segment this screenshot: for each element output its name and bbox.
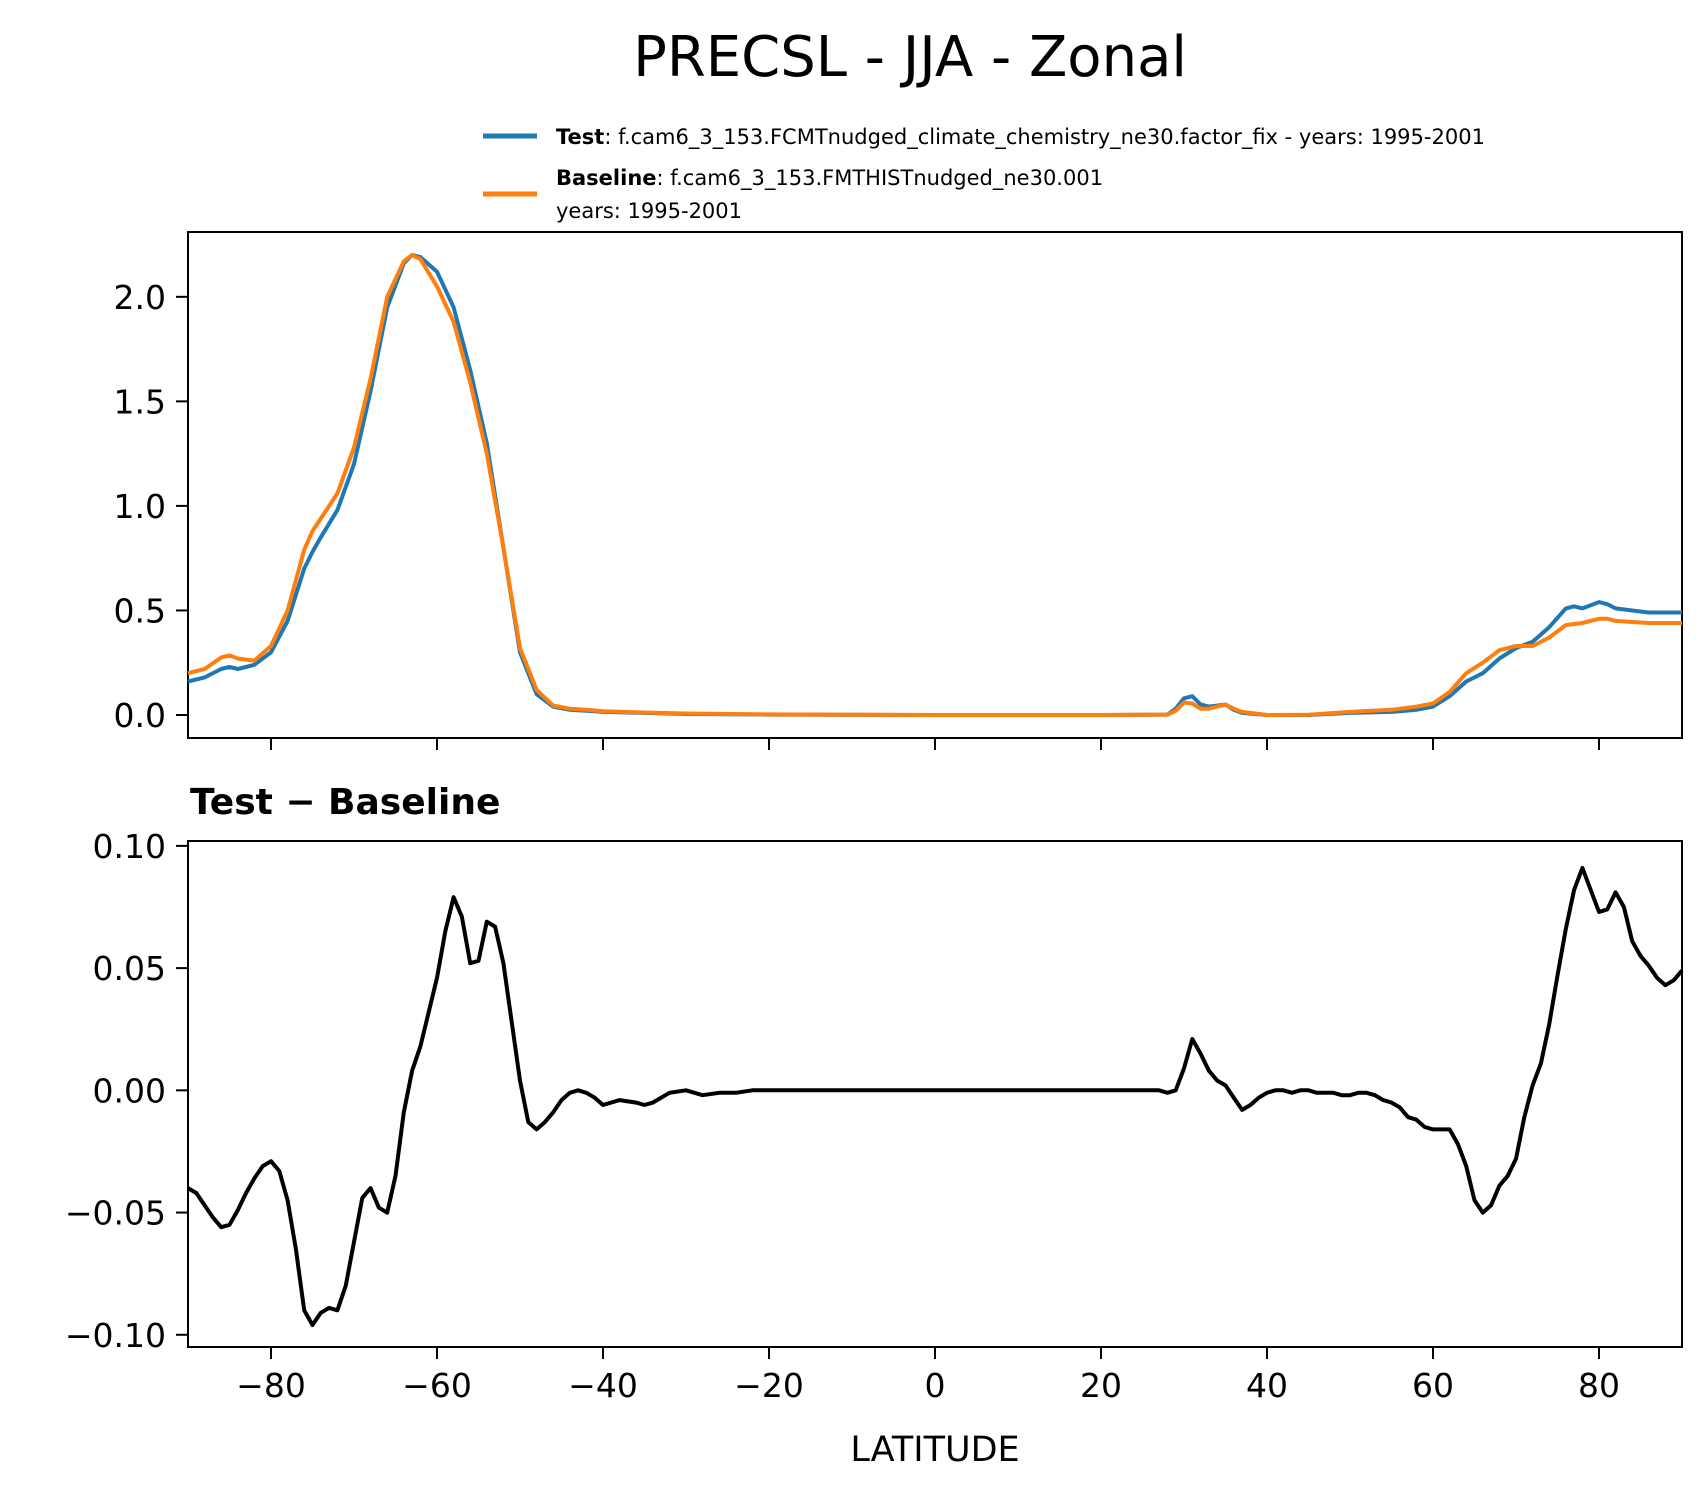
difference-panel: −80 −60 −40 −20 0 20 40 60 80 −0.10 −0.05 0.00 0.05 0… [65,827,1684,1405]
difference-panel-x-tick-label: 80 [1578,1366,1620,1405]
difference-panel-x-tick-label: −60 [402,1366,472,1405]
difference-panel-series-test-baseline-line [186,865,1684,1327]
top-panel-y-tick-label: 2.0 [114,278,166,317]
top-panel-series-baseline-line [187,253,1682,717]
legend-baseline-entry: Baseline: f.cam6_3_153.FMTHISTnudged_ne3… [556,166,1103,191]
legend-test-label: Test [556,125,604,149]
figure-title: PRECSL - JJA - Zonal [633,25,1187,90]
legend-test-description: : f.cam6_3_153.FCMTnudged_climate_chemis… [604,125,1485,150]
difference-panel-x-tick-label: −80 [236,1366,306,1405]
legend-baseline-label: Baseline [556,166,657,190]
difference-panel-series [186,865,1684,1327]
top-panel-series [187,253,1682,717]
difference-panel-y-tick-label: −0.10 [65,1316,166,1355]
difference-panel-y-tick-label: 0.05 [93,949,166,988]
legend: Test: f.cam6_3_153.FCMTnudged_climate_ch… [483,125,1485,223]
difference-panel-x-tick-label: −40 [568,1366,638,1405]
difference-panel-x-tick-label: 0 [925,1366,946,1405]
x-axis-label: LATITUDE [850,1430,1019,1470]
top-panel: 0.0 0.5 1.0 1.5 2.0 [114,231,1683,750]
top-panel-ticks: 0.0 0.5 1.0 1.5 2.0 [114,278,1600,750]
top-panel-y-tick-label: 1.5 [114,382,166,421]
legend-baseline-description: : f.cam6_3_153.FMTHISTnudged_ne30.001 [657,166,1104,191]
legend-baseline-years: years: 1995-2001 [556,199,742,223]
difference-panel-title: Test − Baseline [190,782,500,823]
difference-panel-ticks: −80 −60 −40 −20 0 20 40 60 80 −0.10 −0.05 0.00 0.05 0… [65,827,1620,1405]
difference-panel-x-tick-label: 60 [1412,1366,1454,1405]
top-panel-y-tick-label: 1.0 [114,487,166,526]
difference-panel-x-tick-label: 20 [1080,1366,1122,1405]
difference-panel-x-tick-label: −20 [734,1366,804,1405]
difference-panel-y-tick-label: 0.10 [93,827,166,866]
difference-panel-y-tick-label: −0.05 [65,1194,166,1233]
top-panel-y-tick-label: 0.5 [114,591,166,630]
top-panel-y-tick-label: 0.0 [114,696,166,735]
difference-panel-x-tick-label: 40 [1246,1366,1288,1405]
difference-panel-y-tick-label: 0.00 [93,1071,166,1110]
legend-test-entry: Test: f.cam6_3_153.FCMTnudged_climate_ch… [556,125,1485,150]
